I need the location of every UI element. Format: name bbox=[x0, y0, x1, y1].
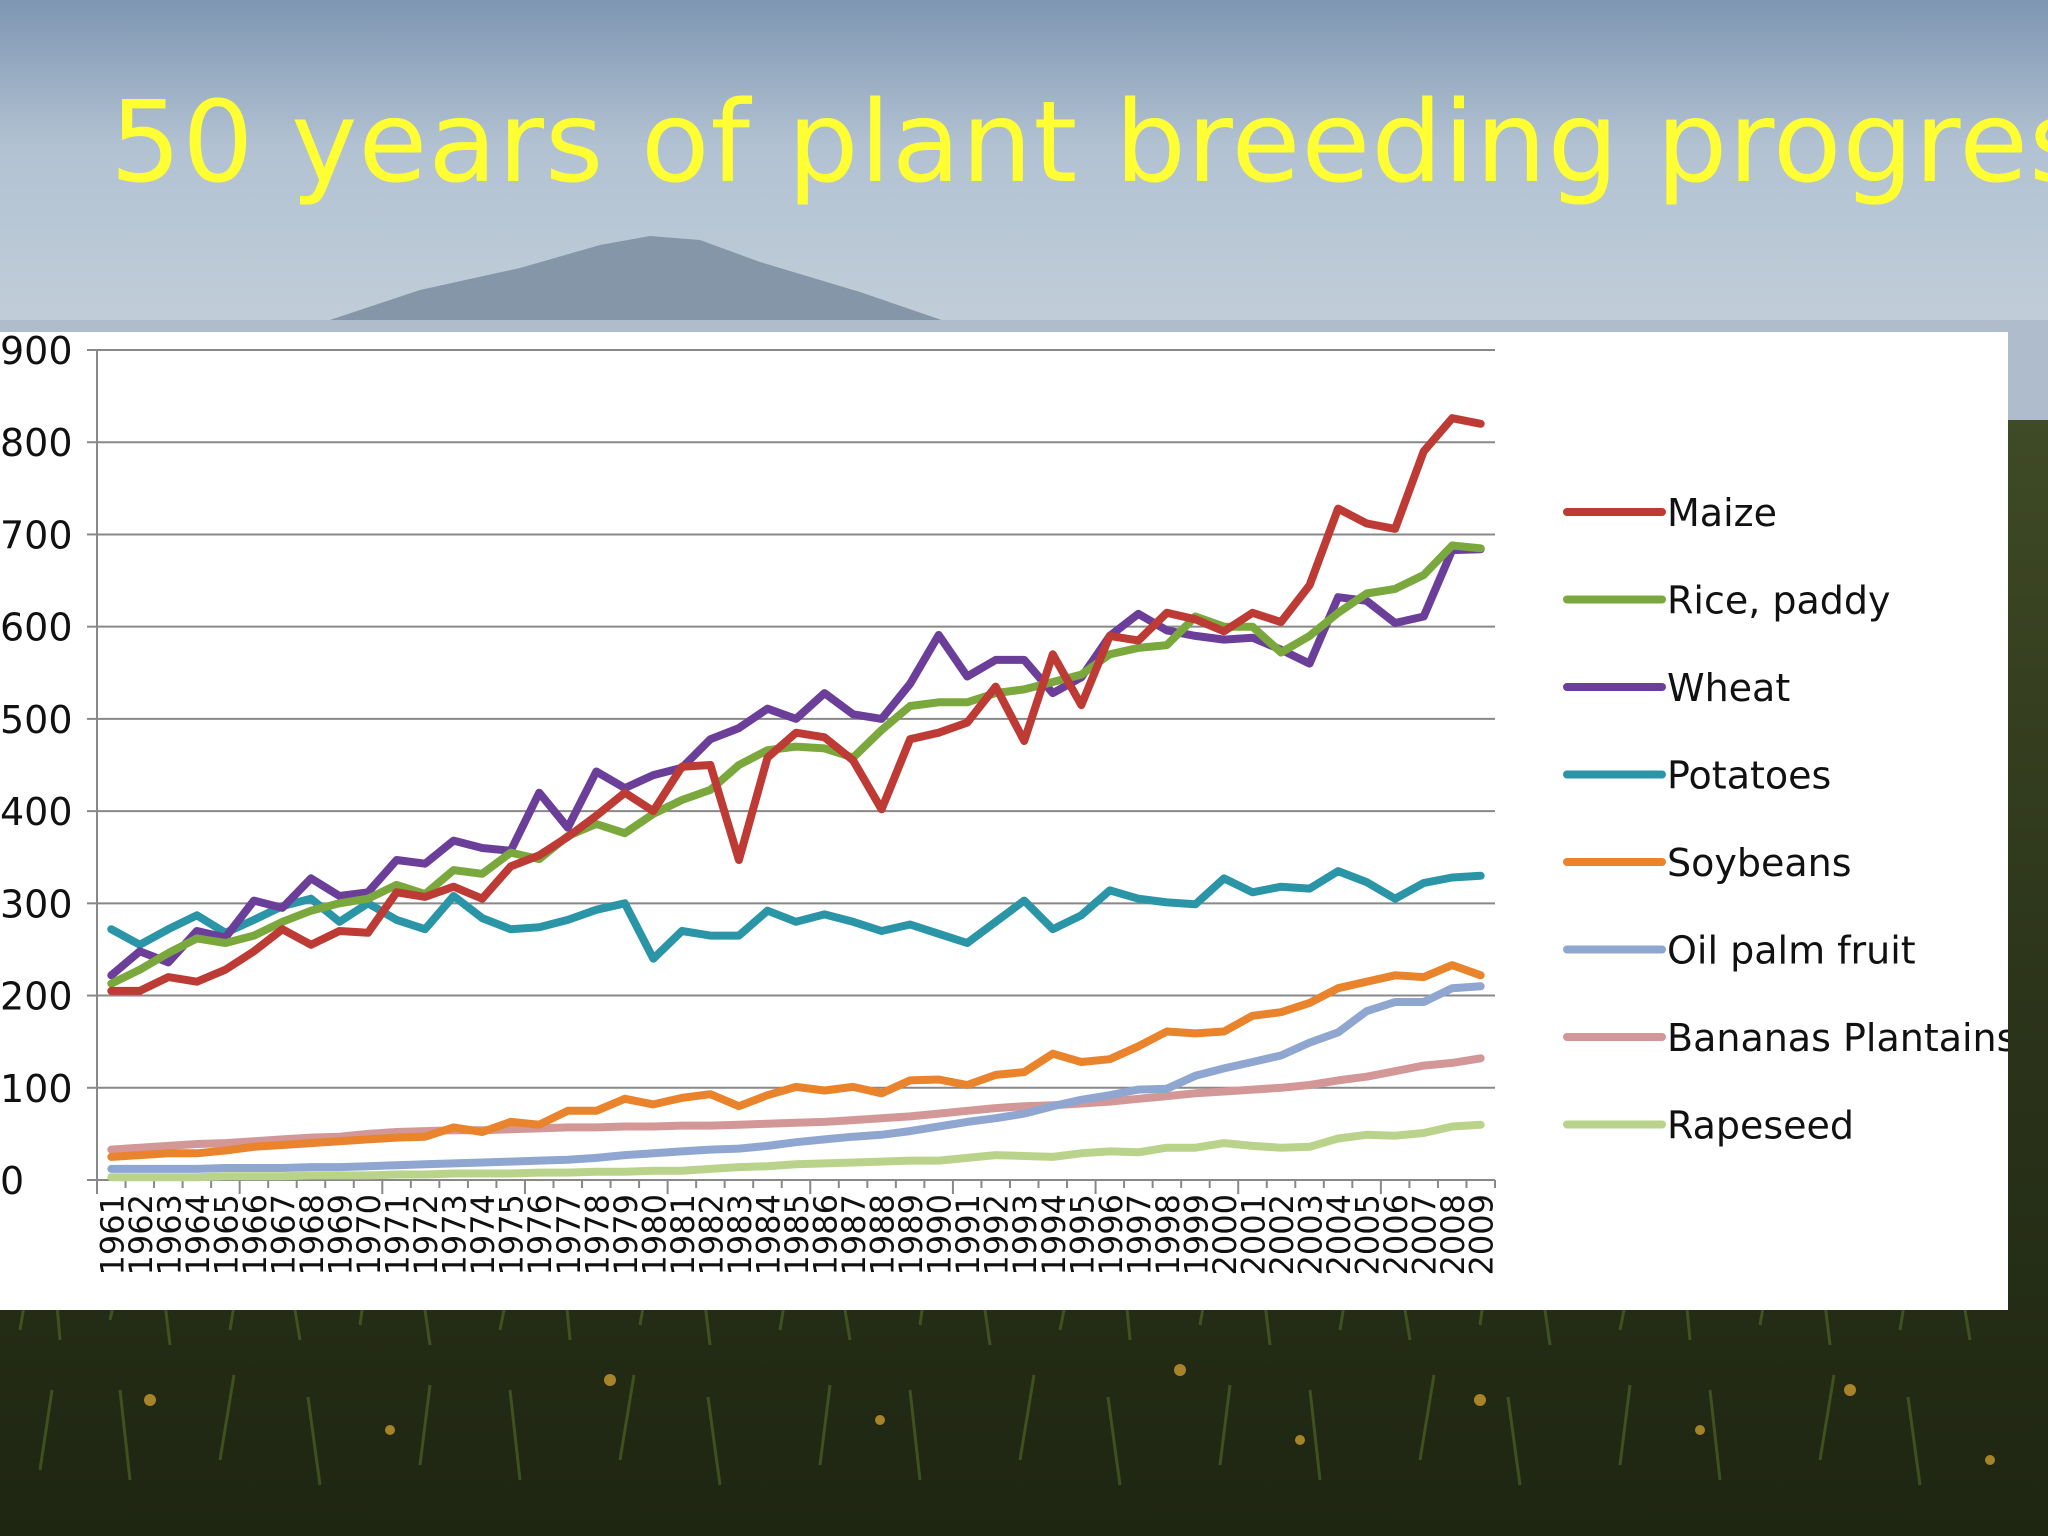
x-tick-label: 2007 bbox=[1406, 1194, 1444, 1275]
y-tick-label: 700 bbox=[0, 513, 73, 557]
series-line-wheat bbox=[107, 545, 1485, 980]
x-tick-label: 1989 bbox=[892, 1194, 930, 1275]
x-tick-label: 1965 bbox=[207, 1194, 245, 1275]
x-tick-label: 1975 bbox=[493, 1194, 531, 1275]
series-line-rice-paddy bbox=[107, 541, 1485, 988]
x-tick-label: 1996 bbox=[1092, 1194, 1130, 1275]
x-tick-label: 1972 bbox=[407, 1194, 445, 1275]
legend-label-soybeans: Soybeans bbox=[1667, 841, 1852, 885]
series-line-maize bbox=[107, 414, 1485, 995]
x-tick-label: 1994 bbox=[1035, 1194, 1073, 1275]
x-tick-label: 2008 bbox=[1434, 1194, 1472, 1275]
x-tick-label: 1962 bbox=[122, 1194, 160, 1275]
x-tick-label: 1995 bbox=[1063, 1194, 1101, 1275]
y-tick-label: 600 bbox=[0, 606, 73, 650]
series-lines bbox=[107, 414, 1485, 1182]
x-tick-label: 2003 bbox=[1292, 1194, 1330, 1275]
x-tick-label: 1976 bbox=[521, 1194, 559, 1275]
legend-label-maize: Maize bbox=[1667, 491, 1777, 535]
series-line-soybeans bbox=[107, 961, 1485, 1161]
x-tick-label: 1966 bbox=[236, 1194, 274, 1275]
series-line-potatoes bbox=[107, 867, 1485, 963]
y-tick-label: 500 bbox=[0, 698, 73, 742]
x-tick-label: 1969 bbox=[322, 1194, 360, 1275]
x-tick-label: 1977 bbox=[550, 1194, 588, 1275]
legend-label-oil-palm-fruit: Oil palm fruit bbox=[1667, 929, 1916, 973]
y-tick-label: 200 bbox=[0, 975, 73, 1019]
x-tick-label: 1971 bbox=[379, 1194, 417, 1275]
x-tick-label: 2002 bbox=[1263, 1194, 1301, 1275]
legend-label-rapeseed: Rapeseed bbox=[1667, 1104, 1854, 1148]
x-tick-label: 1990 bbox=[921, 1194, 959, 1275]
x-tick-label: 2004 bbox=[1320, 1194, 1358, 1275]
x-tick-label: 1985 bbox=[778, 1194, 816, 1275]
y-tick-label: 800 bbox=[0, 421, 73, 465]
x-tick-label: 2006 bbox=[1377, 1194, 1415, 1275]
y-tick-label: 0 bbox=[0, 1159, 24, 1203]
line-chart: 0 100 200 300 400 500 600 700 800 900 196119621963… bbox=[0, 332, 2008, 1275]
y-tick-label: 900 bbox=[0, 332, 73, 373]
x-tick-label: 1984 bbox=[749, 1194, 787, 1275]
x-tick-label: 1999 bbox=[1177, 1194, 1215, 1275]
x-tick-label: 1964 bbox=[179, 1194, 217, 1275]
x-tick-label: 1981 bbox=[664, 1194, 702, 1275]
legend-label-potatoes: Potatoes bbox=[1667, 754, 1831, 798]
x-tick-label: 1974 bbox=[464, 1194, 502, 1275]
x-tick-label: 1988 bbox=[864, 1194, 902, 1275]
x-tick-label: 1970 bbox=[350, 1194, 388, 1275]
y-tick-label: 300 bbox=[0, 882, 73, 926]
series-line-bananas-plantains bbox=[107, 1054, 1485, 1154]
x-tick-label: 1986 bbox=[807, 1194, 845, 1275]
x-tick-label: 1979 bbox=[607, 1194, 645, 1275]
axes: 0 100 200 300 400 500 600 700 800 900 196119621963… bbox=[0, 332, 1501, 1275]
field-flowers bbox=[144, 1364, 1995, 1465]
y-tick-label: 400 bbox=[0, 790, 73, 834]
series-line-oil-palm-fruit bbox=[107, 982, 1485, 1173]
x-tick-label: 1973 bbox=[436, 1194, 474, 1275]
x-tick-label: 1991 bbox=[949, 1194, 987, 1275]
x-tick-label: 1987 bbox=[835, 1194, 873, 1275]
slide-title: 50 years of plant breeding progress bbox=[110, 78, 2048, 208]
x-tick-label: 2000 bbox=[1206, 1194, 1244, 1275]
x-tick-label: 1980 bbox=[635, 1194, 673, 1275]
x-tick-label: 1993 bbox=[1006, 1194, 1044, 1275]
legend-label-rice-paddy: Rice, paddy bbox=[1667, 579, 1891, 623]
x-tick-label: 2005 bbox=[1349, 1194, 1387, 1275]
x-tick-label: 1961 bbox=[93, 1194, 131, 1275]
x-tick-label: 1983 bbox=[721, 1194, 759, 1275]
legend-label-wheat: Wheat bbox=[1667, 666, 1790, 710]
legend-label-bananas-plantains: Bananas Plantains bbox=[1667, 1016, 2008, 1060]
series-line-rapeseed bbox=[107, 1120, 1485, 1182]
x-tick-label: 1982 bbox=[692, 1194, 730, 1275]
x-tick-label: 2009 bbox=[1463, 1194, 1501, 1275]
x-tick-label: 1992 bbox=[978, 1194, 1016, 1275]
x-tick-label: 1997 bbox=[1120, 1194, 1158, 1275]
legend: Maize Rice, paddy Wheat Potatoes Soybeans Oil… bbox=[1563, 491, 2008, 1148]
x-tick-label: 1968 bbox=[293, 1194, 331, 1275]
x-tick-label: 1978 bbox=[578, 1194, 616, 1275]
x-tick-label: 1967 bbox=[264, 1194, 302, 1275]
x-tick-label: 1998 bbox=[1149, 1194, 1187, 1275]
x-tick-label: 2001 bbox=[1234, 1194, 1272, 1275]
chart-panel: 0 100 200 300 400 500 600 700 800 900 1961 1962 1963… bbox=[0, 332, 2008, 1310]
y-tick-label: 100 bbox=[0, 1067, 73, 1111]
x-tick-label: 1963 bbox=[150, 1194, 188, 1275]
